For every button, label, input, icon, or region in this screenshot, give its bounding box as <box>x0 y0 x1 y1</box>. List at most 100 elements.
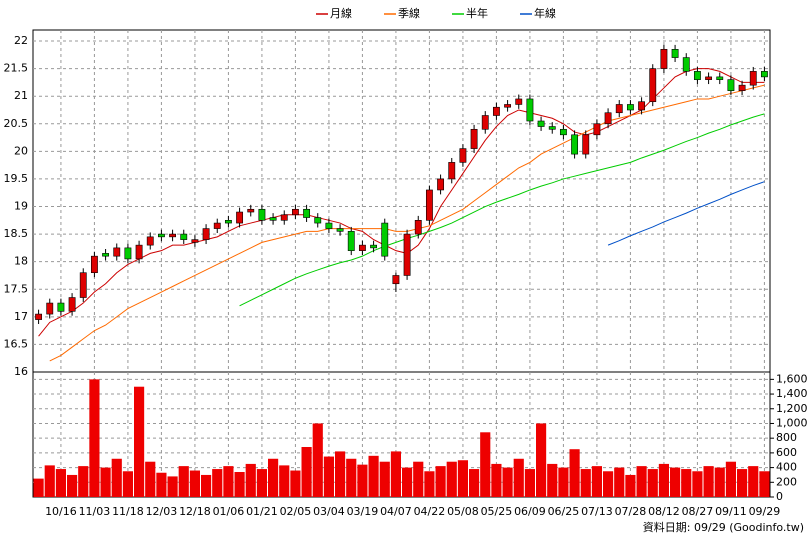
volume-bar <box>178 466 189 497</box>
candle-body <box>459 148 467 163</box>
candle-body <box>515 98 523 105</box>
candle-body <box>716 76 724 80</box>
volume-bar <box>513 458 524 497</box>
y-tick-label: 20.5 <box>4 117 29 130</box>
candle-body <box>113 247 121 257</box>
volume-bar <box>402 467 413 497</box>
volume-bar <box>111 458 122 497</box>
plot-frame <box>32 29 771 498</box>
x-tick-label: 01/06 <box>213 505 245 518</box>
candle-body <box>582 134 590 155</box>
ma-line <box>607 181 765 246</box>
candle-body <box>392 275 400 285</box>
volume-bar <box>558 467 569 497</box>
legend-label: 半年 <box>466 6 488 20</box>
volume-bar <box>502 467 513 497</box>
volume-bar <box>536 423 547 497</box>
x-tick-label: 11/03 <box>79 505 111 518</box>
y2-tick-label: 1,000 <box>776 416 808 429</box>
volume-bar <box>335 451 346 497</box>
volume-bar <box>44 465 55 497</box>
candle-body <box>559 128 567 136</box>
candle-body <box>247 208 255 213</box>
y-tick-label: 21.5 <box>4 62 29 75</box>
volume-bar <box>134 386 145 497</box>
volume-bar <box>368 455 379 497</box>
y2-tick-label: 1,400 <box>776 387 808 400</box>
y-tick-label: 16 <box>14 365 28 378</box>
volume-bar <box>223 466 234 497</box>
volume-bar <box>703 466 714 497</box>
candle-body <box>615 104 623 114</box>
volume-bar <box>435 466 446 497</box>
x-tick-label: 10/16 <box>45 505 77 518</box>
candle-body <box>660 49 668 69</box>
volume-bar <box>491 463 502 497</box>
candle-body <box>358 244 366 251</box>
candle-body <box>347 231 355 251</box>
candle-body <box>146 236 154 246</box>
candle-body <box>191 239 199 243</box>
candle-body <box>57 302 65 312</box>
volume-bar <box>714 467 725 497</box>
candle-body <box>749 71 757 86</box>
candle-body <box>224 220 232 224</box>
x-tick-label: 06/25 <box>548 505 580 518</box>
candle-body <box>504 104 512 108</box>
volume-bar <box>636 466 647 497</box>
candle-body <box>425 189 433 221</box>
candle-body <box>638 101 646 111</box>
candle-body <box>470 128 478 149</box>
y-tick-label: 17.5 <box>4 282 29 295</box>
candle-body <box>291 208 299 216</box>
volume-bar <box>346 458 357 497</box>
candle-body <box>157 233 165 238</box>
candle-body <box>437 178 445 191</box>
volume-bar <box>658 463 669 497</box>
candle-body <box>258 208 266 221</box>
candle-body <box>68 297 76 312</box>
candle-body <box>626 104 634 111</box>
volume-bar <box>201 474 212 497</box>
x-tick-label: 07/28 <box>615 505 647 518</box>
volume-bar <box>469 469 480 497</box>
candle-body <box>705 76 713 80</box>
x-tick-label: 08/12 <box>648 505 680 518</box>
x-tick-label: 01/21 <box>246 505 278 518</box>
candle-body <box>169 233 177 238</box>
candle-body <box>213 222 221 229</box>
x-tick-label: 11/18 <box>112 505 144 518</box>
y-tick-label: 18.5 <box>4 227 29 240</box>
volume-bar <box>256 469 267 497</box>
candle-body <box>448 162 456 180</box>
volume-bar <box>279 465 290 497</box>
volume-bar <box>603 471 614 497</box>
candle-body <box>35 313 43 320</box>
candle-body <box>202 228 210 240</box>
x-tick-label: 08/27 <box>682 505 714 518</box>
volume-bar <box>725 461 736 497</box>
candle-body <box>325 222 333 229</box>
x-tick-label: 12/03 <box>146 505 178 518</box>
volume-bar <box>167 476 178 497</box>
y-tick-label: 18 <box>14 255 28 268</box>
volume-bar <box>759 471 770 497</box>
volume-bar <box>145 461 156 497</box>
volume-bar <box>156 472 167 497</box>
volume-bar <box>446 461 457 497</box>
legend-label: 季線 <box>398 6 420 20</box>
volume-bar <box>737 469 748 497</box>
volume-bar <box>189 470 200 497</box>
volume-bar <box>67 474 78 497</box>
y2-tick-label: 600 <box>776 446 797 459</box>
volume-bar <box>480 432 491 497</box>
volume-bar <box>89 379 100 497</box>
x-tick-label: 04/22 <box>414 505 446 518</box>
candle-body <box>537 120 545 127</box>
y-tick-label: 21 <box>14 89 28 102</box>
candle-body <box>135 244 143 260</box>
y-tick-label: 17 <box>14 310 28 323</box>
y-tick-label: 22 <box>14 34 28 47</box>
volume-bar <box>245 463 256 497</box>
